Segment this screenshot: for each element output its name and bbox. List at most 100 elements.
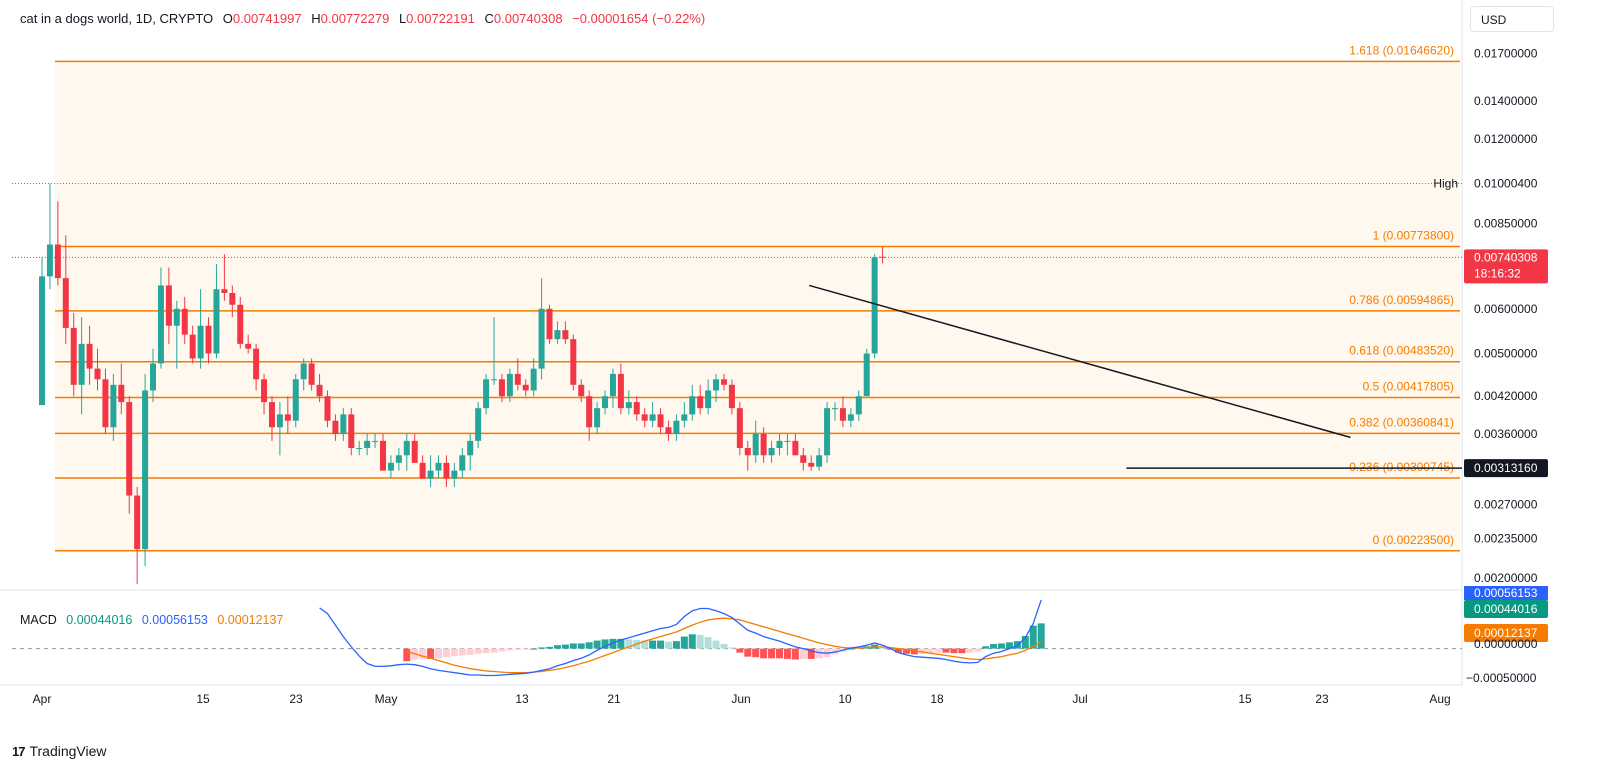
macd-histogram-bar — [442, 648, 450, 658]
candle-body — [308, 363, 315, 385]
candle-body — [792, 440, 799, 456]
macd-axis-tick: 0.00044016 — [1474, 602, 1538, 616]
candle-body — [459, 455, 466, 471]
candle-body — [189, 334, 196, 359]
low-value: 0.00722191 — [406, 11, 475, 26]
currency-selector[interactable]: USD — [1470, 6, 1554, 32]
candle-body — [657, 414, 664, 428]
macd-histogram-bar — [569, 643, 577, 649]
macd-histogram-bar — [617, 638, 625, 649]
macd-histogram-bar — [593, 640, 601, 649]
macd-histogram-bar — [775, 648, 783, 659]
macd-histogram-bar — [760, 648, 768, 659]
candle-body — [586, 396, 593, 428]
macd-histogram-bar — [799, 648, 807, 659]
macd-hist-badge — [1464, 624, 1548, 642]
candle-body — [832, 408, 838, 410]
macd-histogram-bar — [918, 648, 926, 654]
time-axis-tick: Jul — [1072, 692, 1087, 706]
macd-histogram-bar — [783, 648, 791, 659]
macd-histogram-bar — [807, 648, 815, 659]
candle-body — [205, 325, 212, 354]
time-axis-tick: 15 — [1238, 692, 1252, 706]
candle-body — [689, 396, 696, 415]
macd-histogram-bar — [522, 648, 530, 650]
macd-axis-tick: −0.00050000 — [1466, 671, 1537, 685]
macd-histogram-bar — [696, 634, 704, 649]
candle-body — [54, 244, 61, 279]
candle-body — [768, 447, 775, 456]
macd-histogram-bar — [1037, 623, 1045, 649]
time-axis-tick: Jun — [731, 692, 750, 706]
macd-histogram-bar — [506, 648, 514, 651]
candle-body — [435, 462, 442, 471]
candle-body — [554, 330, 561, 340]
macd-histogram-bar — [998, 643, 1006, 649]
candle-body — [839, 408, 846, 421]
candle-body — [372, 440, 379, 442]
macd-histogram-bar — [474, 648, 482, 654]
time-axis-tick: 15 — [196, 692, 210, 706]
macd-histogram-bar — [664, 641, 672, 649]
macd-histogram-bar — [403, 648, 411, 662]
last-price-badge — [1464, 249, 1548, 284]
candle-body — [173, 308, 180, 326]
tradingview-brand[interactable]: 17 TradingView — [12, 743, 107, 759]
candle-body — [855, 396, 862, 415]
macd-histogram-bar — [688, 634, 696, 649]
macd-histogram-bar — [847, 648, 855, 650]
candle-body — [221, 289, 228, 293]
macd-histogram-bar — [926, 648, 934, 654]
candle-body — [126, 402, 133, 496]
candle-body — [46, 244, 53, 277]
candle-body — [94, 368, 101, 380]
candle-body — [276, 414, 283, 428]
candle-body — [197, 325, 204, 359]
candle-body — [681, 414, 688, 421]
macd-histogram-bar — [538, 647, 546, 649]
candle-body — [39, 276, 45, 406]
time-axis-tick: Aug — [1429, 692, 1450, 706]
macd-histogram-bar — [744, 648, 752, 657]
candle-body — [245, 343, 252, 349]
candle-body — [673, 420, 680, 434]
symbol-title: cat in a dogs world, 1D, CRYPTO — [20, 11, 214, 26]
fib-label: 1 (0.00773800) — [1373, 228, 1454, 242]
macd-histogram-bar — [625, 639, 633, 649]
change-value: −0.00001654 (−0.22%) — [572, 11, 706, 26]
candle-body — [364, 440, 371, 448]
candle-body — [800, 455, 807, 463]
candle-body — [451, 470, 458, 479]
macd-histogram-bar — [546, 646, 554, 649]
trendline-drawing — [809, 284, 1351, 439]
macd-histogram-bar — [641, 640, 649, 649]
price-axis-tick: 0.00420000 — [1474, 389, 1538, 403]
candle-body — [546, 308, 553, 340]
macd-histogram-bar — [768, 648, 776, 659]
macd-histogram-bar — [958, 648, 966, 654]
macd-histogram-bar — [966, 648, 974, 653]
candle-body — [78, 343, 85, 385]
fib-zone — [55, 61, 1460, 551]
candle-body — [649, 414, 656, 421]
open-value: 0.00741997 — [232, 11, 302, 26]
price-axis-tick: 0.00850000 — [1474, 216, 1538, 230]
macd-histogram-bar — [419, 648, 427, 659]
macd-histogram-bar — [990, 644, 998, 649]
candle-body — [110, 384, 117, 428]
macd-histogram-bar — [950, 648, 958, 654]
macd-histogram-bar — [553, 645, 561, 649]
macd-histogram-bar — [458, 648, 466, 656]
candle-body — [594, 408, 601, 428]
candle-body — [356, 447, 363, 449]
high-value: 0.00772279 — [320, 11, 390, 26]
candle-body — [720, 379, 727, 385]
candle-body — [633, 402, 640, 415]
candle-body — [514, 373, 521, 385]
macd-histogram-bar — [490, 648, 498, 653]
candle-body — [808, 462, 815, 467]
candle-body — [181, 308, 188, 335]
macd-histogram-bar — [649, 640, 657, 649]
candle-body — [847, 414, 854, 421]
